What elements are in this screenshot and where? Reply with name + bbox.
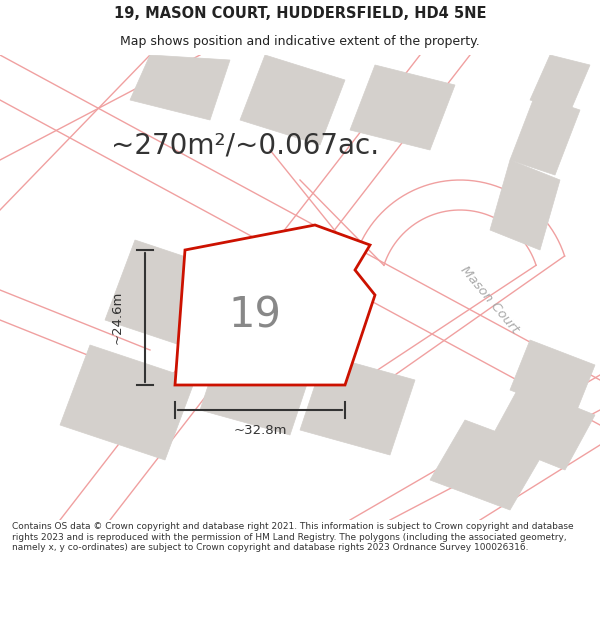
Polygon shape: [60, 345, 195, 460]
Polygon shape: [300, 355, 415, 455]
Polygon shape: [490, 160, 560, 250]
Polygon shape: [130, 55, 230, 120]
Polygon shape: [510, 95, 580, 175]
Text: 19, MASON COURT, HUDDERSFIELD, HD4 5NE: 19, MASON COURT, HUDDERSFIELD, HD4 5NE: [114, 6, 486, 21]
Text: Contains OS data © Crown copyright and database right 2021. This information is : Contains OS data © Crown copyright and d…: [12, 522, 574, 552]
Polygon shape: [350, 65, 455, 150]
Polygon shape: [510, 340, 595, 415]
Polygon shape: [240, 55, 345, 145]
Text: Map shows position and indicative extent of the property.: Map shows position and indicative extent…: [120, 35, 480, 48]
Polygon shape: [175, 225, 375, 385]
Polygon shape: [430, 420, 545, 510]
Text: Mason Court: Mason Court: [458, 264, 522, 336]
Text: ~32.8m: ~32.8m: [233, 424, 287, 436]
Text: 19: 19: [229, 294, 281, 336]
Text: ~270m²/~0.067ac.: ~270m²/~0.067ac.: [111, 131, 379, 159]
Text: ~24.6m: ~24.6m: [110, 291, 124, 344]
Polygon shape: [490, 385, 595, 470]
Polygon shape: [200, 335, 315, 435]
Polygon shape: [105, 240, 210, 345]
Polygon shape: [530, 55, 590, 112]
